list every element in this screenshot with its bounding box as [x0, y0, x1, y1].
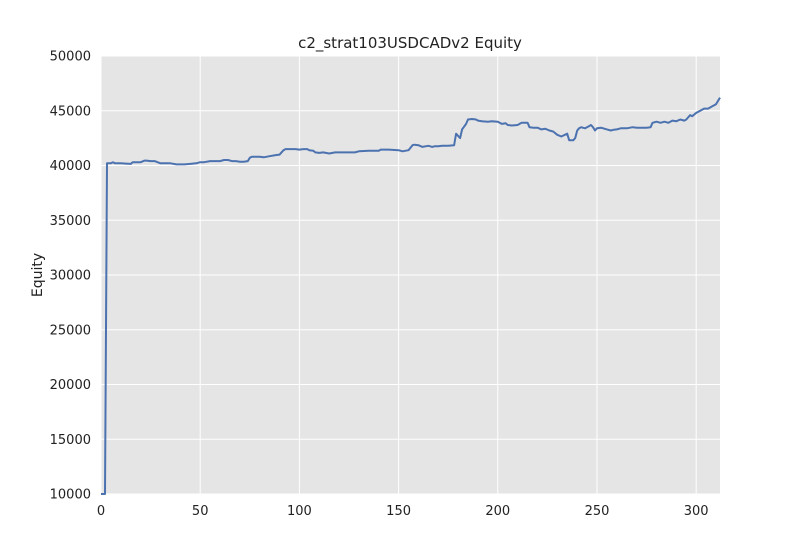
series-layer [101, 97, 721, 495]
chart-title: c2_strat103USDCADv2 Equity [298, 34, 522, 53]
y-axis-label: Equity [30, 253, 46, 297]
equity-series-line [101, 97, 721, 495]
x-tick-label: 100 [287, 504, 312, 519]
y-tick-label: 40000 [50, 159, 91, 174]
grid-lines [100, 55, 720, 495]
x-tick-label: 150 [386, 504, 411, 519]
y-tick-label: 30000 [50, 269, 91, 284]
y-tick-label: 35000 [50, 214, 91, 229]
x-tick-label: 200 [485, 504, 510, 519]
x-tick-label: 50 [192, 504, 209, 519]
y-tick-label: 10000 [50, 488, 91, 503]
y-tick-label: 20000 [50, 378, 91, 393]
y-tick-label: 50000 [50, 50, 91, 65]
y-tick-label: 45000 [50, 104, 91, 119]
x-tick-labels: 0 50 100 150 200 250 300 [97, 504, 709, 519]
y-tick-labels: 10000 15000 20000 25000 30000 35000 40000 45000… [50, 50, 91, 503]
x-tick-label: 250 [585, 504, 610, 519]
y-tick-label: 15000 [50, 433, 91, 448]
y-tick-label: 25000 [50, 323, 91, 338]
x-tick-label: 300 [684, 504, 709, 519]
x-tick-label: 0 [97, 504, 105, 519]
